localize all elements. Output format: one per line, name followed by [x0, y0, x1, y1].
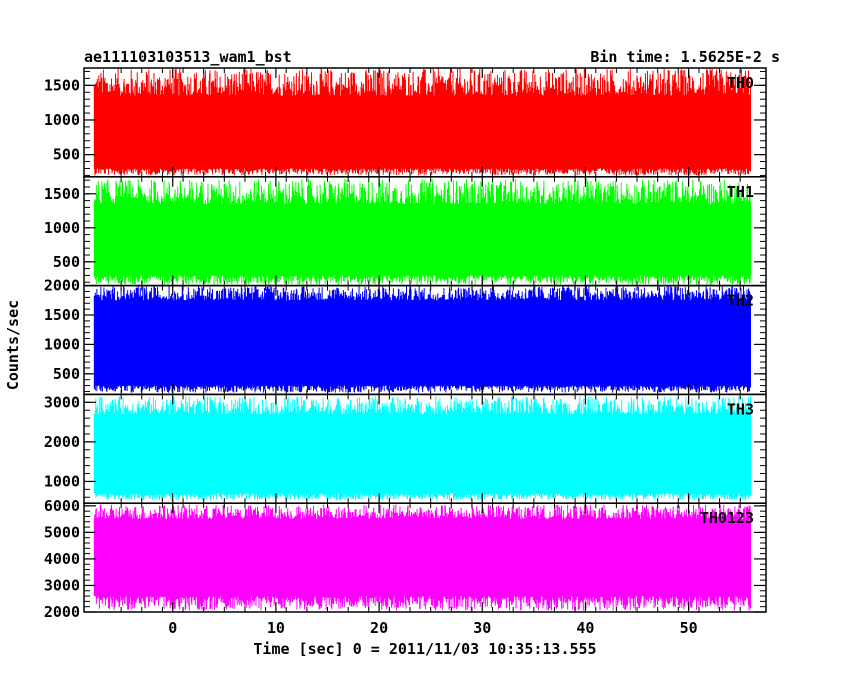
series-th2 [93, 285, 752, 393]
y-tick-label: 1000 [44, 335, 80, 353]
y-tick-label: 1500 [44, 185, 80, 203]
y-tick-label: 500 [53, 146, 80, 164]
y-tick-label: 1500 [44, 306, 80, 324]
x-tick-label: 0 [168, 619, 177, 637]
y-axis-label: Counts/sec [4, 300, 22, 390]
panel-frame [83, 502, 767, 613]
panel-label: TH0123 [700, 509, 754, 527]
y-tick-label: 3000 [44, 576, 80, 594]
x-tick-label: 20 [370, 619, 388, 637]
panel-th2: 500 1000 1500 2000 TH2 [44, 277, 767, 396]
panel-th0: 500 1000 1500 TH0 [44, 67, 767, 178]
y-tick-label: 6000 [44, 497, 80, 515]
chart-title-right: Bin time: 1.5625E-2 s [590, 48, 780, 66]
panel-label: TH2 [727, 292, 754, 310]
panel-label: TH1 [727, 183, 754, 201]
panel-th1: 500 1000 1500 TH1 [44, 176, 767, 287]
y-tick-label: 500 [53, 253, 80, 271]
series-th1 [93, 178, 752, 285]
series-th0 [93, 68, 752, 176]
panel-label: TH0 [727, 74, 754, 92]
y-tick-label: 500 [53, 365, 80, 383]
x-tick-label: 50 [680, 619, 698, 637]
y-tick-label: 3000 [44, 393, 80, 411]
panel-th0123: 2000 3000 4000 5000 6000 TH0123 [44, 497, 767, 621]
series-th0123 [93, 504, 752, 611]
y-tick-label: 2000 [44, 277, 80, 295]
y-tick-label: 2000 [44, 433, 80, 451]
panel-th3: 1000 2000 3000 TH3 [44, 393, 767, 504]
panels: 500 1000 1500 TH0 500 1000 1500 TH1 500 1000 1500 2… [44, 67, 767, 621]
x-axis: 0 10 20 30 40 50 [168, 619, 697, 637]
x-tick-label: 30 [473, 619, 491, 637]
x-tick-label: 40 [576, 619, 594, 637]
y-tick-label: 4000 [44, 550, 80, 568]
x-tick-label: 10 [267, 619, 285, 637]
y-tick-label: 1000 [44, 111, 80, 129]
y-tick-label: 1000 [44, 472, 80, 490]
y-tick-label: 1500 [44, 76, 80, 94]
panel-label: TH3 [727, 400, 754, 418]
y-tick-label: 5000 [44, 523, 80, 541]
y-tick-label: 1000 [44, 219, 80, 237]
x-axis-label: Time [sec] 0 = 2011/11/03 10:35:13.555 [253, 640, 596, 658]
chart-title-left: ae111103103513_wam1_bst [84, 48, 292, 66]
series-th3 [93, 396, 752, 501]
y-tick-label: 2000 [44, 603, 80, 621]
